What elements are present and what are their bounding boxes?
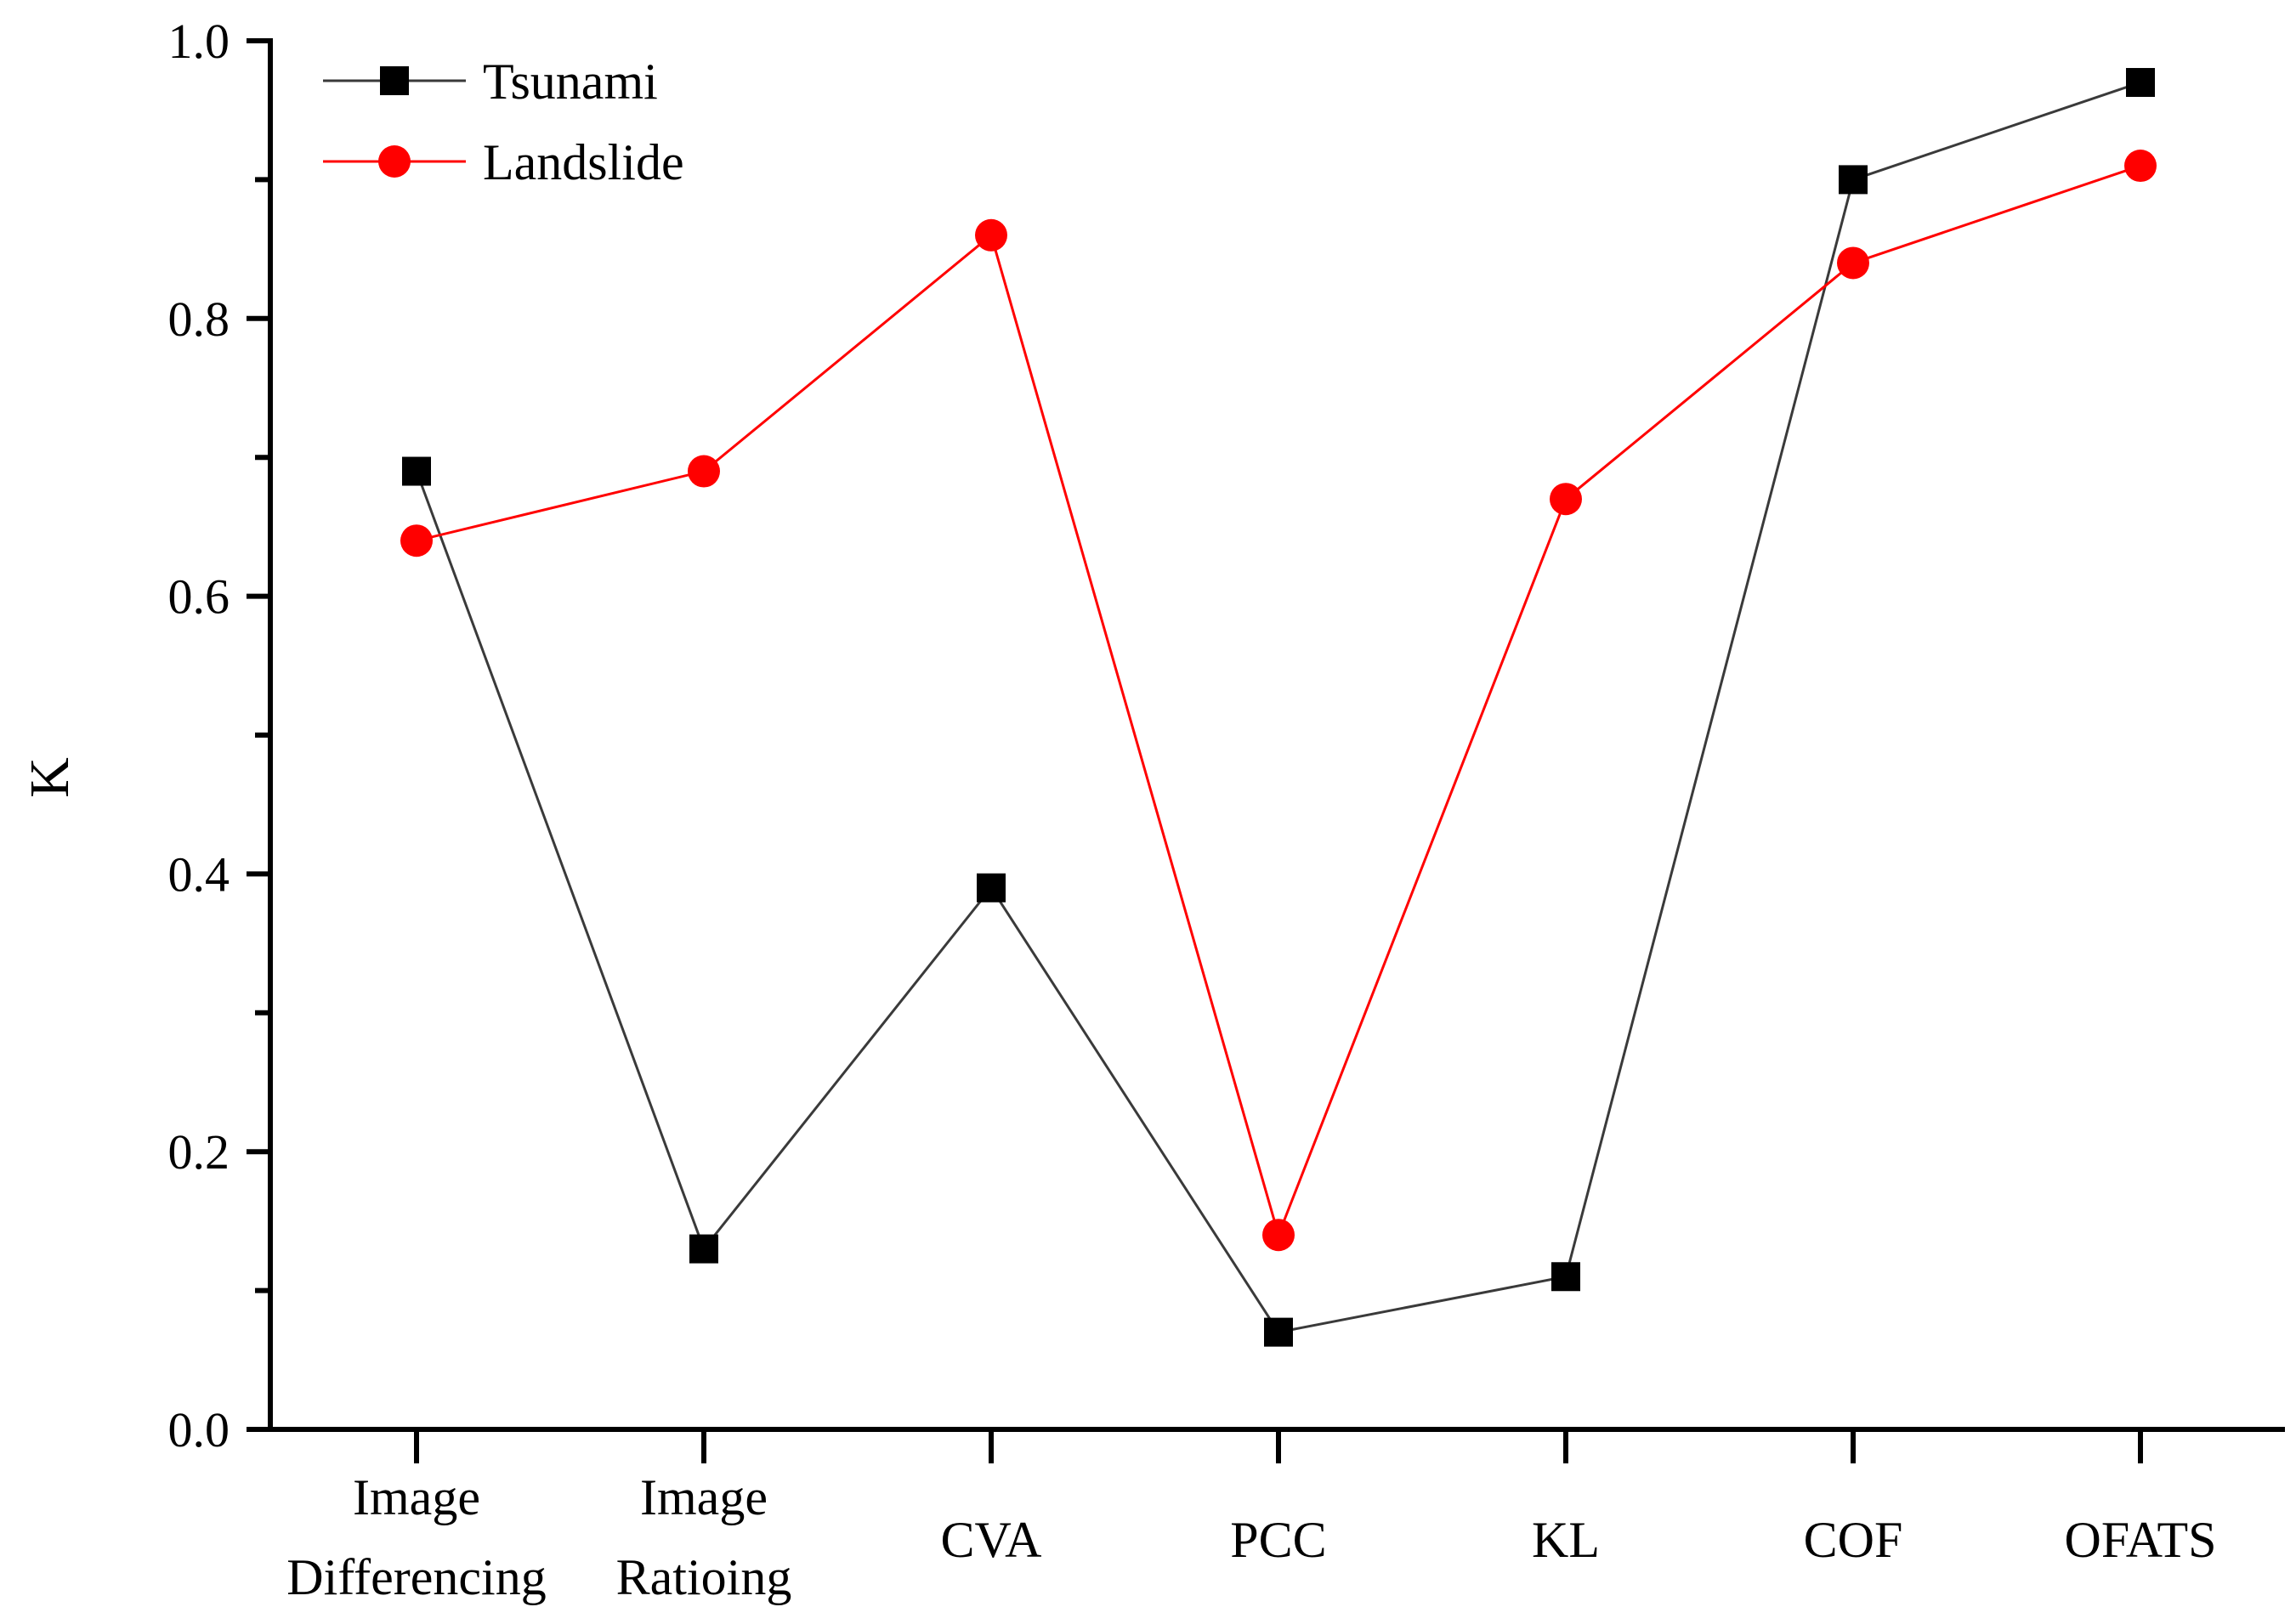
data-point-tsunami <box>2126 68 2155 98</box>
x-tick-label: CVA <box>941 1512 1042 1568</box>
data-point-landslide <box>1262 1219 1295 1252</box>
data-point-tsunami <box>1839 165 1868 195</box>
data-point-tsunami <box>1264 1317 1293 1347</box>
y-tick-label: 0.8 <box>168 291 230 347</box>
x-tick-label: Image <box>353 1469 480 1525</box>
axes: 0.0 0.2 0.4 0.6 0.8 1.0 K Image Differencing Imag… <box>19 14 2285 1605</box>
legend-marker-landslide <box>378 145 411 178</box>
y-tick-label: 0.0 <box>168 1402 230 1457</box>
x-tick-label: OFATS <box>2065 1512 2217 1568</box>
data-point-tsunami <box>977 873 1006 903</box>
y-tick-label: 0.2 <box>168 1124 230 1180</box>
x-tick-label: Image <box>640 1469 768 1525</box>
data-point-landslide <box>1550 483 1582 516</box>
legend: Tsunami Landslide <box>323 54 684 190</box>
legend-label-tsunami: Tsunami <box>483 54 658 110</box>
series-layer <box>400 68 2157 1347</box>
series-line-landslide <box>416 164 2141 1239</box>
x-tick-label: Ratioing <box>616 1549 792 1605</box>
data-point-landslide <box>688 455 720 488</box>
x-tick-label: KL <box>1532 1512 1600 1568</box>
data-point-tsunami <box>402 456 431 486</box>
data-point-landslide <box>400 524 433 557</box>
x-tick-label: Differencing <box>286 1549 546 1605</box>
x-tick-label: COF <box>1804 1512 1903 1568</box>
data-point-landslide <box>2124 150 2157 183</box>
data-point-landslide <box>1837 246 1869 280</box>
data-point-tsunami <box>689 1234 718 1264</box>
y-tick-label: 1.0 <box>168 14 230 69</box>
y-tick-label: 0.6 <box>168 569 230 625</box>
y-axis-label: K <box>19 757 81 798</box>
data-point-landslide <box>975 218 1007 252</box>
series-line-tsunami <box>415 81 2141 1334</box>
legend-marker-tsunami <box>380 66 409 95</box>
data-point-tsunami <box>1551 1262 1580 1292</box>
legend-label-landslide: Landslide <box>483 134 684 190</box>
y-tick-label: 0.4 <box>168 846 230 902</box>
x-tick-label: PCC <box>1230 1512 1326 1568</box>
